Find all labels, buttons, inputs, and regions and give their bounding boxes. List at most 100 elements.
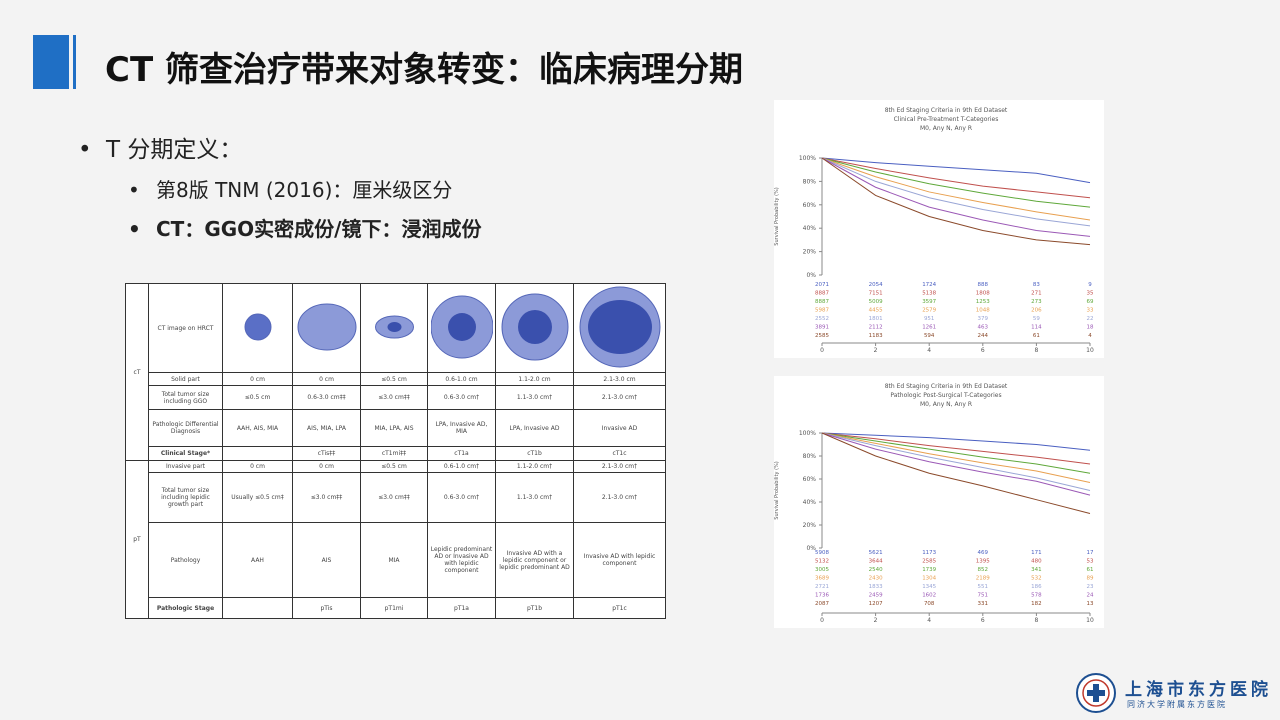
table-cell: 0.6-3.0 cm†: [427, 385, 496, 410]
table-cell: Invasive AD with lepidic component: [573, 522, 666, 598]
table-cell: AAH: [222, 522, 293, 598]
at-risk-count: 331: [978, 601, 989, 607]
survival-curve: [821, 432, 1091, 496]
y-tick-label: 0%: [806, 545, 816, 552]
at-risk-count: 551: [978, 584, 989, 590]
at-risk-count: 4: [1088, 333, 1092, 339]
at-risk-count: 3005: [815, 567, 829, 573]
ct-image-cell: [495, 283, 574, 373]
at-risk-count: 2071: [815, 282, 829, 288]
row-header: Pathologic Differential Diagnosis: [148, 409, 223, 447]
at-risk-count: 888: [978, 282, 989, 288]
x-tick-label: 2: [874, 347, 878, 354]
x-tick-label: 0: [820, 617, 824, 624]
y-tick-label: 60%: [803, 202, 817, 209]
at-risk-count: 852: [978, 567, 989, 573]
at-risk-count: 480: [1031, 559, 1042, 565]
at-risk-count: 5009: [869, 299, 883, 305]
at-risk-count: 463: [978, 325, 989, 331]
table-cell: 2.1-3.0 cm†: [573, 472, 666, 523]
y-tick-label: 20%: [803, 249, 817, 256]
at-risk-count: 1183: [869, 333, 883, 339]
table-row: Pathology AAH AIS MIA Lepidic predominant AD…: [126, 522, 666, 598]
at-risk-count: 2430: [869, 576, 883, 582]
table-row: Total tumor size including lepidic growt…: [126, 472, 666, 523]
at-risk-count: 5132: [815, 559, 829, 565]
survival-curve: [821, 157, 1091, 184]
at-risk-count: 89: [1087, 576, 1094, 582]
at-risk-count: 1173: [922, 550, 936, 556]
at-risk-count: 5138: [922, 291, 936, 297]
table-cell: ≤3.0 cm‡‡: [292, 472, 361, 523]
chart-title: M0, Any N, Any R: [920, 401, 972, 408]
table-cell: ≤3.0 cm‡‡: [360, 472, 428, 523]
at-risk-count: 1304: [922, 576, 936, 582]
at-risk-count: 2112: [869, 325, 883, 331]
at-risk-count: 2459: [869, 593, 883, 599]
at-risk-count: 206: [1031, 308, 1042, 314]
table-cell: MIA: [360, 522, 428, 598]
at-risk-count: 379: [978, 316, 989, 322]
staging-table: cT CT image on HRCT Solid part 0 cm 0 cm ≤0.5…: [125, 283, 666, 619]
chart-title: Pathologic Post-Surgical T-Categories: [890, 392, 1001, 399]
at-risk-count: 1801: [869, 316, 883, 322]
at-risk-count: 341: [1031, 567, 1042, 573]
chart-title: M0, Any N, Any R: [920, 125, 972, 132]
table-cell: 1.1-3.0 cm†: [495, 472, 574, 523]
chart-title: 8th Ed Staging Criteria in 9th Ed Datase…: [885, 107, 1008, 114]
at-risk-count: 2540: [869, 567, 883, 573]
at-risk-count: 1207: [869, 601, 883, 607]
table-cell: Usually ≤0.5 cm‡: [222, 472, 293, 523]
at-risk-count: 1739: [922, 567, 936, 573]
at-risk-count: 469: [978, 550, 989, 556]
at-risk-count: 83: [1033, 282, 1040, 288]
at-risk-count: 61: [1033, 333, 1040, 339]
title-accent: [33, 35, 69, 89]
at-risk-count: 751: [978, 593, 989, 599]
ct-image: [297, 303, 356, 351]
at-risk-count: 1833: [869, 584, 883, 590]
at-risk-count: 244: [978, 333, 989, 339]
y-tick-label: 0%: [806, 272, 816, 279]
at-risk-count: 3644: [869, 559, 883, 565]
x-tick-label: 10: [1086, 347, 1094, 354]
at-risk-count: 1048: [976, 308, 990, 314]
survival-curve: [821, 157, 1091, 208]
at-risk-count: 708: [924, 601, 935, 607]
table-cell: Lepidic predominant AD or Invasive AD wi…: [427, 522, 496, 598]
at-risk-count: 35: [1087, 291, 1094, 297]
ct-image-cell: [292, 283, 361, 373]
at-risk-count: 271: [1031, 291, 1042, 297]
survival-curve: [821, 432, 1091, 465]
sub-bullet-text: CT：GGO实密成份/镜下：浸润成份: [156, 217, 482, 241]
at-risk-count: 3597: [922, 299, 936, 305]
at-risk-count: 5987: [815, 308, 829, 314]
at-risk-count: 2552: [815, 316, 829, 322]
at-risk-count: 1602: [922, 593, 936, 599]
bullet: • T 分期定义：: [78, 137, 243, 163]
at-risk-count: 3891: [815, 325, 829, 331]
at-risk-count: 1736: [815, 593, 829, 599]
table-cell: ≤3.0 cm‡‡: [360, 385, 428, 410]
at-risk-count: 186: [1031, 584, 1042, 590]
at-risk-count: 17: [1087, 550, 1094, 556]
survival-curve: [821, 157, 1091, 237]
at-risk-count: 24: [1087, 593, 1094, 599]
at-risk-count: 578: [1031, 593, 1042, 599]
chart-title: 8th Ed Staging Criteria in 9th Ed Datase…: [885, 383, 1008, 390]
x-tick-label: 8: [1034, 617, 1038, 624]
title-accent-line: [73, 35, 76, 89]
x-tick-label: 8: [1034, 347, 1038, 354]
x-tick-label: 6: [981, 347, 985, 354]
ct-image: [501, 293, 568, 361]
table-row: Pathologic Differential Diagnosis AAH, AI…: [126, 409, 666, 447]
at-risk-count: 1261: [922, 325, 936, 331]
at-risk-count: 5908: [815, 550, 829, 556]
at-risk-count: 1345: [922, 584, 936, 590]
at-risk-count: 53: [1087, 559, 1094, 565]
ct-image: [430, 295, 493, 359]
at-risk-count: 594: [924, 333, 935, 339]
survival-curve: [821, 157, 1091, 246]
table-row: Pathologic Stage pTis pT1mi pT1a pT1b pT1c: [126, 597, 666, 619]
logo-subtitle: 同济大学附属东方医院: [1127, 700, 1227, 709]
